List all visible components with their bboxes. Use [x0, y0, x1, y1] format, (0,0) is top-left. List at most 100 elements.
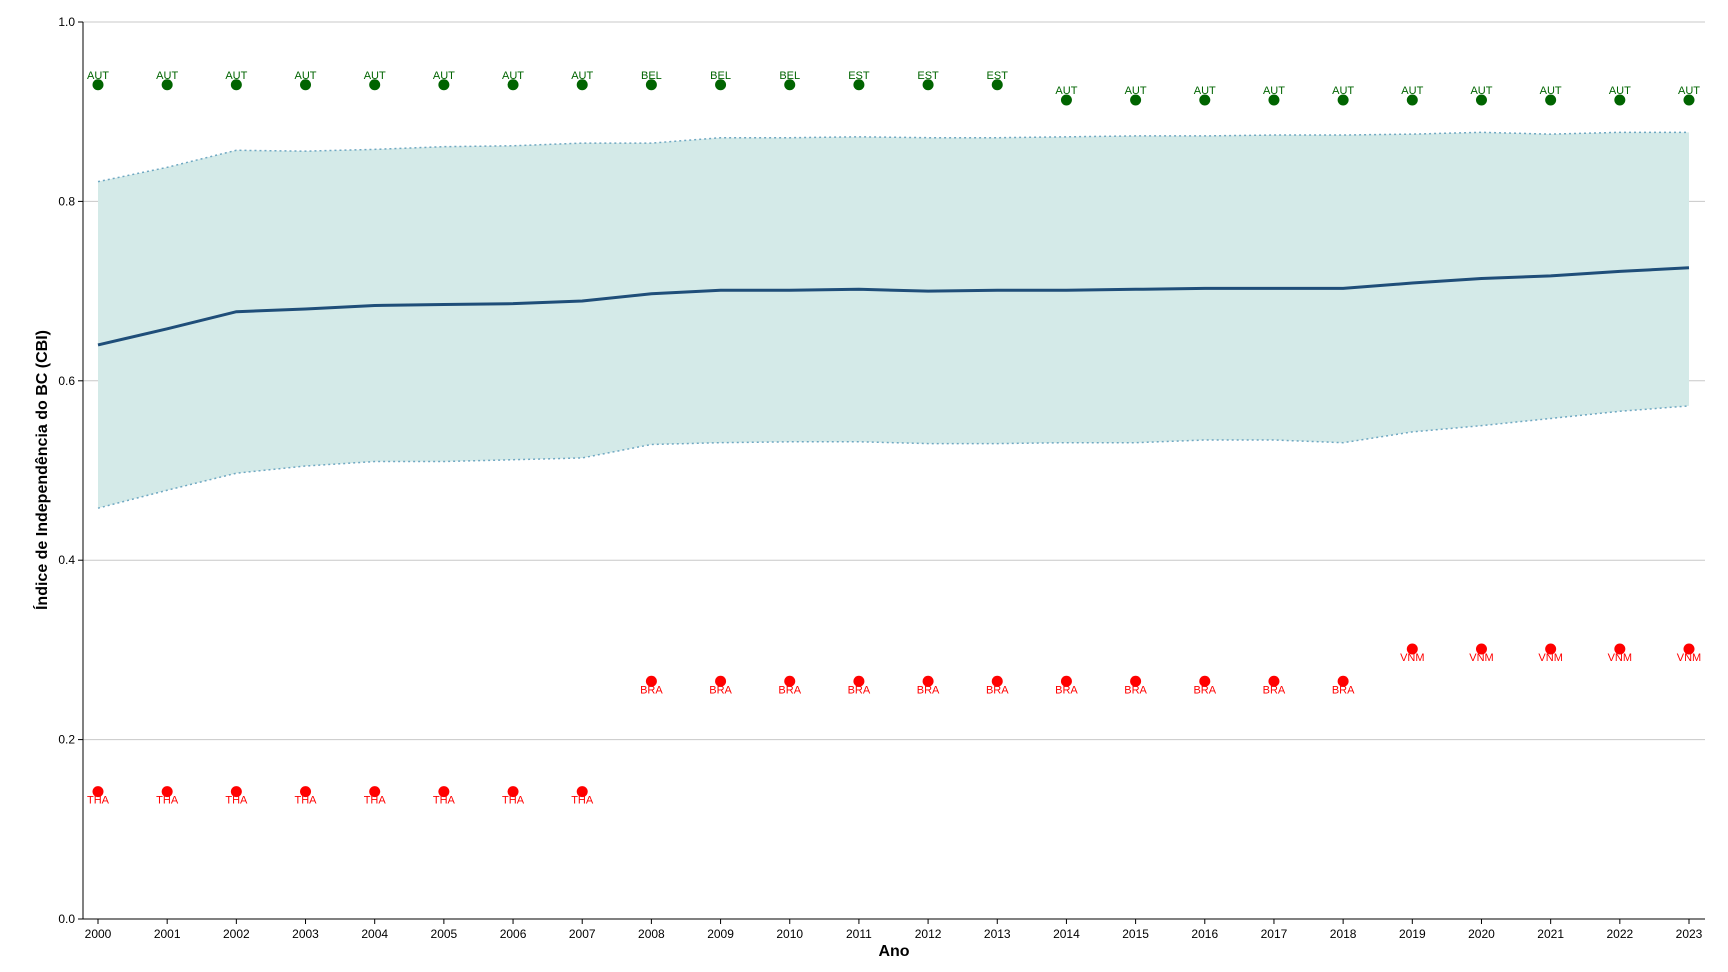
- max-point: [161, 79, 173, 91]
- x-tick-label: 2009: [707, 927, 734, 941]
- min-point: [92, 786, 104, 798]
- min-point-label: VNM: [1677, 652, 1701, 664]
- band-lower-edge: [97, 405, 1690, 509]
- min-point: [369, 786, 381, 798]
- x-tick-label: 2017: [1261, 927, 1288, 941]
- country-points: AUT THA AUT THA AUT THA AUT THA AUT THA AUT THA AUT T…: [87, 70, 1701, 807]
- x-tick-label: 2000: [85, 927, 112, 941]
- min-point: [438, 786, 450, 798]
- min-point-label: THA: [502, 795, 525, 807]
- max-point-label: AUT: [1194, 85, 1216, 97]
- max-point-label: EST: [987, 70, 1009, 82]
- min-point: [300, 786, 312, 798]
- max-point: [507, 79, 519, 91]
- axes: 0.0 0.2 0.4 0.6 0.8 1.0 2000 2001 2002 2003 2004 20…: [58, 15, 1705, 941]
- min-point-label: BRA: [1055, 684, 1078, 696]
- max-point: [1060, 94, 1072, 106]
- max-point-label: AUT: [433, 70, 455, 82]
- min-point: [576, 786, 588, 798]
- min-point: [1199, 675, 1211, 687]
- min-point-label: THA: [156, 795, 179, 807]
- min-point-label: BRA: [1124, 684, 1147, 696]
- min-point-label: THA: [571, 795, 594, 807]
- max-point: [991, 79, 1003, 91]
- max-point-label: BEL: [710, 70, 731, 82]
- min-point: [1337, 675, 1349, 687]
- max-point-label: AUT: [295, 70, 317, 82]
- max-point: [1614, 94, 1626, 106]
- max-point-label: AUT: [1055, 85, 1077, 97]
- max-point-label: AUT: [1540, 85, 1562, 97]
- y-tick-label: 0.6: [58, 374, 75, 388]
- min-point-label: BRA: [917, 684, 940, 696]
- y-tick-label: 0.0: [58, 912, 75, 926]
- max-point-label: AUT: [571, 70, 593, 82]
- min-point-label: THA: [225, 795, 248, 807]
- min-point-label: VNM: [1608, 652, 1632, 664]
- max-point: [576, 79, 588, 91]
- max-point-label: AUT: [1401, 85, 1423, 97]
- max-point: [1268, 94, 1280, 106]
- max-point-label: AUT: [502, 70, 524, 82]
- max-point-label: AUT: [225, 70, 247, 82]
- max-point-label: AUT: [1125, 85, 1147, 97]
- max-point: [1683, 94, 1695, 106]
- max-point: [922, 79, 934, 91]
- x-tick-label: 2011: [846, 927, 872, 941]
- min-point-label: VNM: [1469, 652, 1493, 664]
- max-point: [1199, 94, 1211, 106]
- min-point: [1545, 643, 1557, 655]
- max-point-label: AUT: [1263, 85, 1285, 97]
- max-point: [92, 79, 104, 91]
- min-point: [1614, 643, 1626, 655]
- min-point: [922, 675, 934, 687]
- max-point: [784, 79, 796, 91]
- min-point-label: VNM: [1538, 652, 1562, 664]
- min-point-label: BRA: [709, 684, 732, 696]
- max-point-label: AUT: [1678, 85, 1700, 97]
- max-point-label: BEL: [641, 70, 662, 82]
- max-point: [300, 79, 312, 91]
- max-point-label: AUT: [156, 70, 178, 82]
- x-axis-label: Ano: [878, 943, 909, 960]
- x-tick-label: 2003: [292, 927, 319, 941]
- x-tick-label: 2014: [1053, 927, 1080, 941]
- min-point: [161, 786, 173, 798]
- max-point: [1130, 94, 1142, 106]
- min-point-label: THA: [364, 795, 387, 807]
- x-tick-label: 2016: [1191, 927, 1218, 941]
- max-point: [645, 79, 657, 91]
- min-point: [1406, 643, 1418, 655]
- min-point: [507, 786, 519, 798]
- x-tick-label: 2004: [361, 927, 388, 941]
- min-point-label: THA: [295, 795, 318, 807]
- x-tick-label: 2001: [154, 927, 181, 941]
- min-point-label: BRA: [778, 684, 801, 696]
- x-tick-label: 2007: [569, 927, 596, 941]
- max-point-label: AUT: [1609, 85, 1631, 97]
- min-point-label: BRA: [1193, 684, 1216, 696]
- interval-band: [98, 132, 1689, 509]
- x-tick-label: 2015: [1122, 927, 1149, 941]
- x-tick-label: 2021: [1537, 927, 1564, 941]
- min-point: [715, 675, 727, 687]
- y-tick-label: 0.8: [58, 194, 75, 208]
- max-point: [1406, 94, 1418, 106]
- x-tick-label: 2019: [1399, 927, 1426, 941]
- min-point: [230, 786, 242, 798]
- x-tick-label: 2023: [1676, 927, 1703, 941]
- x-tick-label: 2018: [1330, 927, 1357, 941]
- max-point-label: AUT: [1470, 85, 1492, 97]
- max-point-label: EST: [917, 70, 939, 82]
- max-point: [853, 79, 865, 91]
- y-tick-label: 1.0: [58, 15, 75, 29]
- max-point: [1545, 94, 1557, 106]
- min-point-label: BRA: [848, 684, 871, 696]
- max-point: [230, 79, 242, 91]
- max-point: [438, 79, 450, 91]
- y-axis-label: Índice de Independência do BC (CBI): [32, 330, 51, 610]
- min-point-label: BRA: [640, 684, 663, 696]
- max-point: [1337, 94, 1349, 106]
- max-point-label: BEL: [779, 70, 800, 82]
